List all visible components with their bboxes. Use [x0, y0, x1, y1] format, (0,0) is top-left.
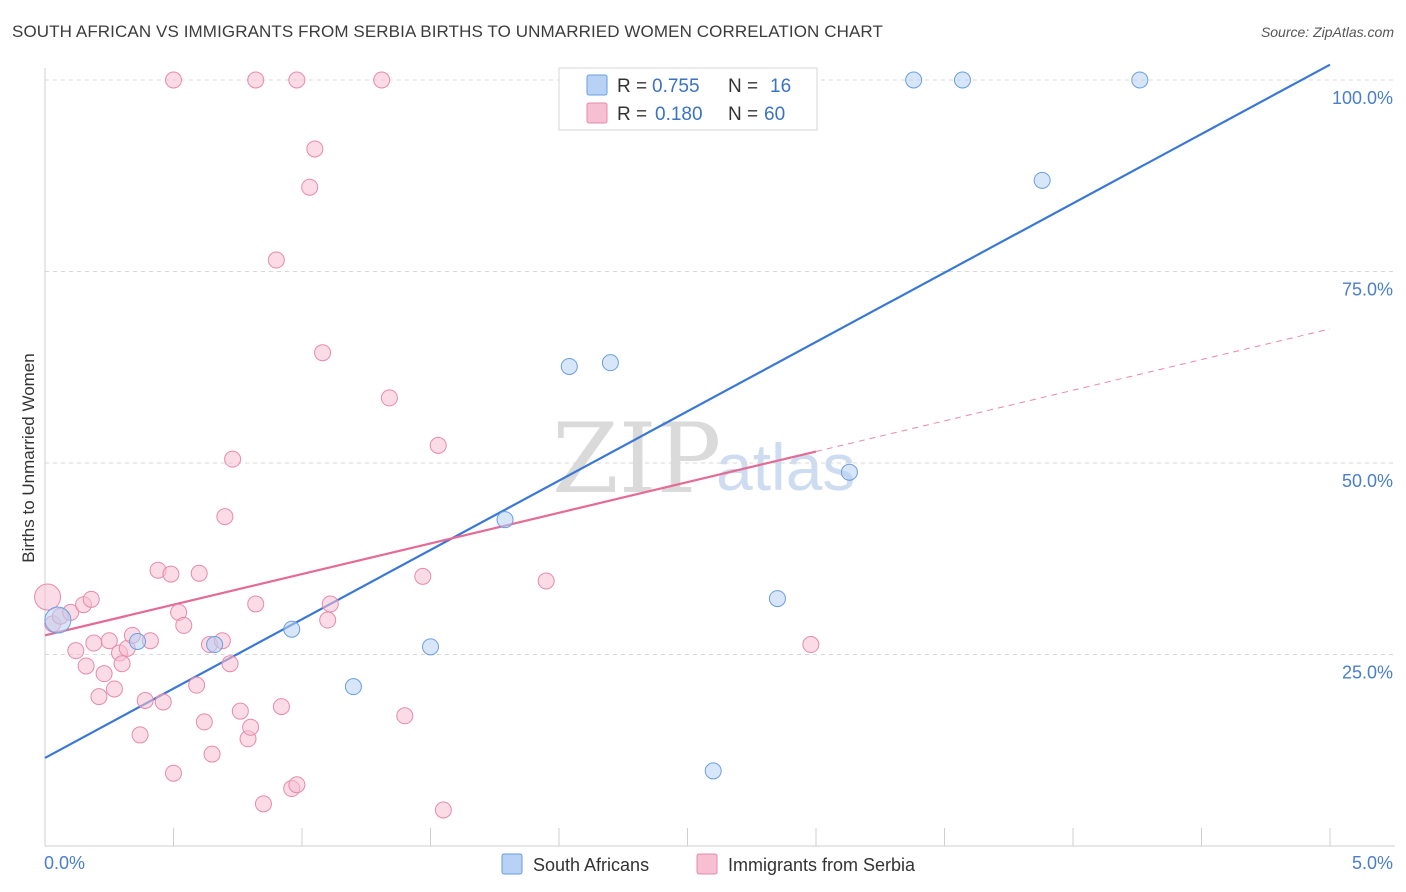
south-africans-trend-line	[44, 63, 1331, 759]
serbia-immigrant-point	[188, 676, 206, 694]
bottom-legend-swatch-immigrants-serbia	[696, 853, 718, 875]
serbia-immigrant-point	[537, 572, 555, 590]
serbia-immigrant-point	[434, 801, 452, 819]
serbia-immigrant-point	[429, 436, 447, 454]
serbia-immigrant-point	[67, 642, 85, 660]
south-african-point	[601, 354, 619, 372]
serbia-immigrant-point	[272, 698, 290, 716]
serbia-immigrant-point	[802, 636, 820, 654]
legend-r-label-1: R =	[617, 76, 647, 97]
legend-n-label-2: N =	[728, 104, 758, 125]
legend-n-label-1: N =	[728, 76, 758, 97]
serbia-immigrant-point	[34, 583, 62, 611]
serbia-immigrant-point	[288, 776, 306, 794]
south-african-point	[1033, 171, 1051, 189]
legend-r-value-1: 0.755	[652, 76, 700, 97]
legend-r-value-2: 0.180	[655, 104, 703, 125]
south-african-point	[206, 636, 224, 654]
legend-swatch-immigrants-serbia	[586, 102, 608, 124]
south-african-point	[953, 71, 971, 89]
legend-n-value-2: 60	[764, 104, 785, 125]
serbia-immigrant-point	[175, 616, 193, 634]
serbia-immigrant-point	[373, 71, 391, 89]
serbia-immigrant-point	[231, 702, 249, 720]
serbia-immigrant-point	[301, 178, 319, 196]
serbia-immigrant-point	[254, 795, 272, 813]
serbia-immigrant-point	[131, 726, 149, 744]
y-axis-title: Births to Unmarried Women	[19, 353, 38, 562]
y-tick-label: 75.0%	[1342, 280, 1393, 300]
serbia-immigrant-point	[85, 634, 103, 652]
south-african-point	[704, 762, 722, 780]
legend-n-value-1: 16	[770, 76, 791, 97]
serbia-immigrant-point	[319, 611, 337, 629]
gridlines	[45, 79, 1395, 655]
bottom-legend-label-immigrants-serbia: Immigrants from Serbia	[728, 855, 916, 875]
serbia-immigrant-point	[105, 680, 123, 698]
serbia-immigrant-point	[82, 590, 100, 608]
serbia-immigrant-point	[162, 565, 180, 583]
x-tick-label: 0.0%	[44, 853, 85, 873]
tick-labels: 25.0% 50.0% 75.0% 100.0% 0.0% 5.0%	[44, 88, 1393, 873]
south-african-point	[840, 463, 858, 481]
x-tick-label: 5.0%	[1352, 853, 1393, 873]
serbia-immigrant-point	[288, 71, 306, 89]
serbia-immigrant-point	[247, 71, 265, 89]
serbia-immigrant-point	[95, 665, 113, 683]
serbia-immigrant-point	[224, 450, 242, 468]
serbia-immigrants-trend-line	[44, 450, 817, 637]
serbia-immigrant-point	[136, 691, 154, 709]
south-african-point	[283, 620, 301, 638]
serbia-immigrant-point	[100, 632, 118, 650]
serbia-immigrant-point	[165, 71, 182, 89]
serbia-immigrant-point	[414, 567, 432, 585]
serbia-immigrant-point	[267, 251, 285, 269]
south-african-point	[129, 632, 147, 650]
serbia-immigrant-point	[221, 655, 239, 673]
serbia-immigrant-point	[113, 655, 131, 673]
serbia-immigrant-point	[216, 508, 234, 526]
serbia-immigrant-point	[247, 595, 265, 613]
serbia-immigrant-point	[306, 140, 324, 158]
serbia-immigrant-point	[190, 564, 208, 582]
south-african-point	[44, 606, 72, 634]
series-legend: South Africans Immigrants from Serbia	[501, 853, 916, 875]
axes	[44, 68, 1395, 847]
serbia-immigrant-point	[203, 745, 221, 763]
watermark-zip: ZIP	[552, 403, 721, 515]
serbia-immigrant-point	[314, 344, 332, 362]
serbia-immigrant-point	[321, 595, 339, 613]
bottom-legend-swatch-south-africans	[501, 853, 523, 875]
stats-legend: R = 0.755 N = 16 R = 0.180 N = 60	[558, 67, 818, 131]
zipatlas-watermark: ZIP atlas	[552, 403, 855, 515]
y-tick-label: 50.0%	[1342, 471, 1393, 491]
serbia-immigrant-point	[242, 718, 260, 736]
bottom-legend-label-south-africans: South Africans	[533, 855, 649, 875]
source-credit: Source: ZipAtlas.com	[1260, 24, 1394, 40]
south-african-point	[905, 71, 923, 89]
y-tick-label: 25.0%	[1342, 663, 1393, 683]
south-african-point	[1131, 71, 1149, 89]
y-tick-label: 100.0%	[1332, 88, 1393, 108]
watermark-atlas: atlas	[716, 430, 855, 504]
chart-title: SOUTH AFRICAN VS IMMIGRANTS FROM SERBIA …	[12, 22, 883, 41]
serbia-immigrant-point	[396, 707, 414, 725]
south-african-point	[768, 590, 786, 608]
data-points	[34, 71, 1149, 819]
serbia-immigrants-trend-extension	[815, 328, 1331, 452]
trend-lines	[44, 63, 1331, 759]
serbia-immigrant-point	[380, 389, 398, 407]
serbia-immigrant-point	[165, 764, 182, 782]
legend-r-label-2: R =	[617, 104, 647, 125]
south-african-point	[422, 638, 439, 656]
legend-swatch-south-africans	[586, 74, 608, 96]
serbia-immigrant-point	[90, 688, 108, 706]
serbia-immigrant-point	[154, 693, 172, 711]
south-african-point	[560, 357, 578, 375]
south-african-point	[496, 511, 514, 529]
serbia-immigrant-point	[77, 657, 95, 675]
south-african-point	[344, 678, 362, 696]
serbia-immigrant-point	[195, 713, 213, 731]
